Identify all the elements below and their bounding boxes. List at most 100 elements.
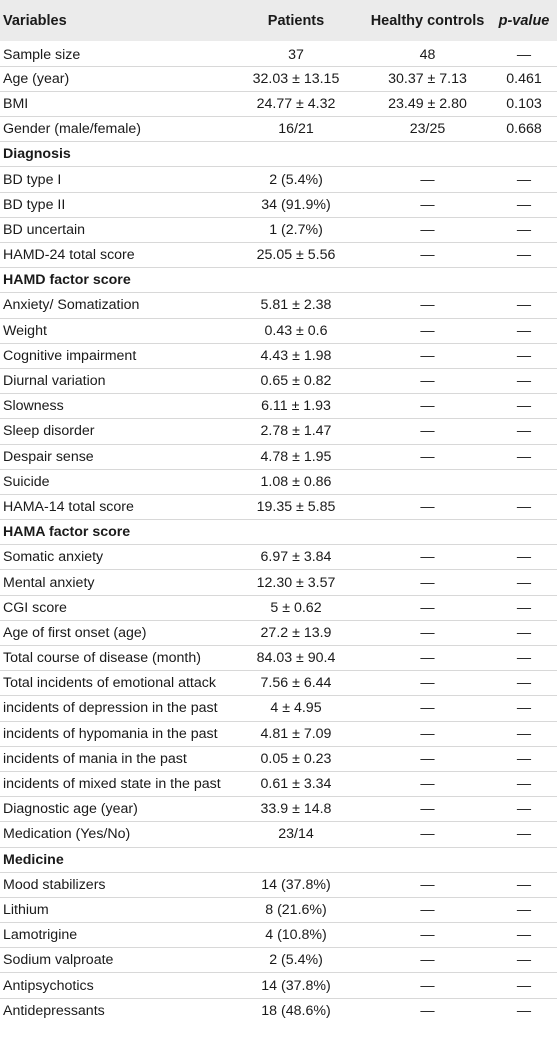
patients-cell: 18 (48.6%): [261, 1002, 331, 1019]
p-value-cell: —: [495, 494, 557, 521]
variable-cell: Diagnostic age (year): [0, 796, 232, 823]
patients-cell: 4.43 ± 1.98: [232, 343, 360, 369]
table-row: Antipsychotics 14 (37.8%) — —: [0, 972, 557, 999]
variable-cell: BD uncertain: [0, 217, 232, 244]
controls-cell: —: [360, 947, 495, 974]
p-value-cell: —: [495, 670, 557, 697]
table-row: Lamotrigine 4 (10.8%) — —: [0, 922, 557, 949]
p-value-cell: —: [495, 645, 557, 672]
variable-cell: Lamotrigine: [0, 922, 232, 949]
p-value-cell: —: [495, 217, 557, 244]
p-value-cell: —: [495, 922, 557, 949]
table-row: Somatic anxiety 6.97 ± 3.84— —: [0, 544, 557, 571]
variable-cell: incidents of depression in the past: [0, 695, 232, 722]
table-row: Age (year) 32.03 ± 13.15 30.37 ± 7.13 0.461: [0, 66, 557, 92]
p-value-cell: —: [495, 444, 557, 470]
patients-cell: 1 (2.7%): [232, 217, 360, 244]
variable-cell: incidents of mania in the past: [0, 746, 232, 772]
controls-cell: —: [360, 922, 495, 949]
p-value-cell: —: [495, 972, 557, 999]
variable-cell: Total course of disease (month): [0, 645, 232, 672]
variable-cell: Antipsychotics: [0, 972, 232, 999]
variable-cell: HAMA-14 total score: [0, 494, 232, 521]
controls-cell: 48: [360, 41, 495, 67]
p-value-cell: [495, 469, 557, 495]
controls-cell: —: [360, 444, 495, 470]
p-value-cell: —: [495, 393, 557, 420]
variable-cell: Sleep disorder: [0, 418, 232, 445]
table-header: Variables Patients Healthy controls p-va…: [0, 0, 557, 41]
section-header-row: Diagnosis: [0, 141, 557, 168]
section-title: HAMA factor score: [0, 519, 557, 546]
patients-cell: 6.97 ± 3.84: [232, 544, 360, 571]
patients-cell: 1.08 ± 0.86: [232, 469, 360, 495]
controls-cell: —: [360, 897, 495, 924]
table-row: Lithium 8 (21.6%) — —: [0, 897, 557, 924]
patients-cell: 37: [232, 41, 360, 67]
p-value-cell: —: [516, 1002, 532, 1019]
controls-cell: —: [360, 292, 495, 319]
patients-cell: 25.05 ± 5.56: [232, 242, 360, 269]
p-value-cell: —: [495, 721, 557, 747]
table-row: Age of first onset (age) 27.2 ± 13.9— —: [0, 620, 557, 647]
controls-cell: —: [360, 242, 495, 269]
p-value-cell: 0.461: [495, 66, 557, 92]
controls-cell: —: [360, 746, 495, 772]
patients-cell: 0.65 ± 0.82: [232, 368, 360, 395]
p-value-cell: —: [495, 318, 557, 344]
table-row: HAMD-24 total score 25.05 ± 5.56— —: [0, 242, 557, 269]
controls-cell: —: [360, 972, 495, 999]
p-value-cell: 0.103: [495, 91, 557, 118]
controls-cell: 30.37 ± 7.13: [360, 66, 495, 92]
table-row: Sleep disorder 2.78 ± 1.47— —: [0, 418, 557, 445]
p-value-cell: —: [495, 368, 557, 395]
variable-cell: Age of first onset (age): [0, 620, 232, 647]
patients-cell: 5.81 ± 2.38: [232, 292, 360, 319]
variable-cell: Mental anxiety: [0, 569, 232, 596]
section-title: HAMD factor score: [0, 267, 557, 294]
table-row: BD type II 34 (91.9%) — —: [0, 192, 557, 218]
patients-cell: 23/14: [232, 821, 360, 848]
patients-cell: 6.11 ± 1.93: [232, 393, 360, 420]
p-value-cell: 0.668: [495, 116, 557, 143]
controls-cell: —: [360, 192, 495, 218]
controls-cell: —: [360, 368, 495, 395]
patients-cell: 34 (91.9%): [232, 192, 360, 218]
p-value-cell: —: [495, 746, 557, 772]
controls-cell: —: [420, 1002, 435, 1019]
table-row: Suicide 1.08 ± 0.86: [0, 469, 557, 495]
patients-cell: 0.61 ± 3.34: [232, 771, 360, 798]
variable-cell: HAMD-24 total score: [0, 242, 232, 269]
header-healthy-controls: Healthy controls: [370, 12, 485, 29]
variable-cell: Lithium: [0, 897, 232, 924]
patients-cell: 24.77 ± 4.32: [232, 91, 360, 118]
p-value-cell: —: [495, 166, 557, 193]
variable-cell: Mood stabilizers: [0, 872, 232, 898]
variable-cell: incidents of hypomania in the past: [0, 721, 232, 747]
patients-cell: 32.03 ± 13.15: [232, 66, 360, 92]
p-value-cell: —: [495, 544, 557, 571]
variable-cell: Sodium valproate: [0, 947, 232, 974]
table-row: Medication (Yes/No) 23/14— —: [0, 821, 557, 848]
patients-cell: 5 ± 0.62: [232, 595, 360, 621]
table-row: Sodium valproate 2 (5.4%) — —: [0, 947, 557, 974]
variable-cell: Diurnal variation: [0, 368, 232, 395]
controls-cell: —: [360, 595, 495, 621]
variable-cell: Weight: [0, 318, 232, 344]
controls-cell: —: [360, 821, 495, 848]
patients-cell: 0.43 ± 0.6: [232, 318, 360, 344]
variable-cell: Medication (Yes/No): [0, 821, 232, 848]
variable-cell: BD type II: [0, 192, 232, 218]
table-row: incidents of hypomania in the past 4.81 ±…: [0, 721, 557, 747]
controls-cell: —: [360, 721, 495, 747]
section-title: Diagnosis: [0, 141, 557, 168]
patients-cell: 33.9 ± 14.8: [232, 796, 360, 823]
header-row: Variables Patients Healthy controls p-va…: [0, 0, 557, 41]
section-title: Medicine: [0, 847, 557, 873]
variable-cell: BMI: [0, 91, 232, 118]
table-row: Despair sense 4.78 ± 1.95— —: [0, 444, 557, 470]
variable-cell: BD type I: [0, 166, 232, 193]
controls-cell: —: [360, 796, 495, 823]
